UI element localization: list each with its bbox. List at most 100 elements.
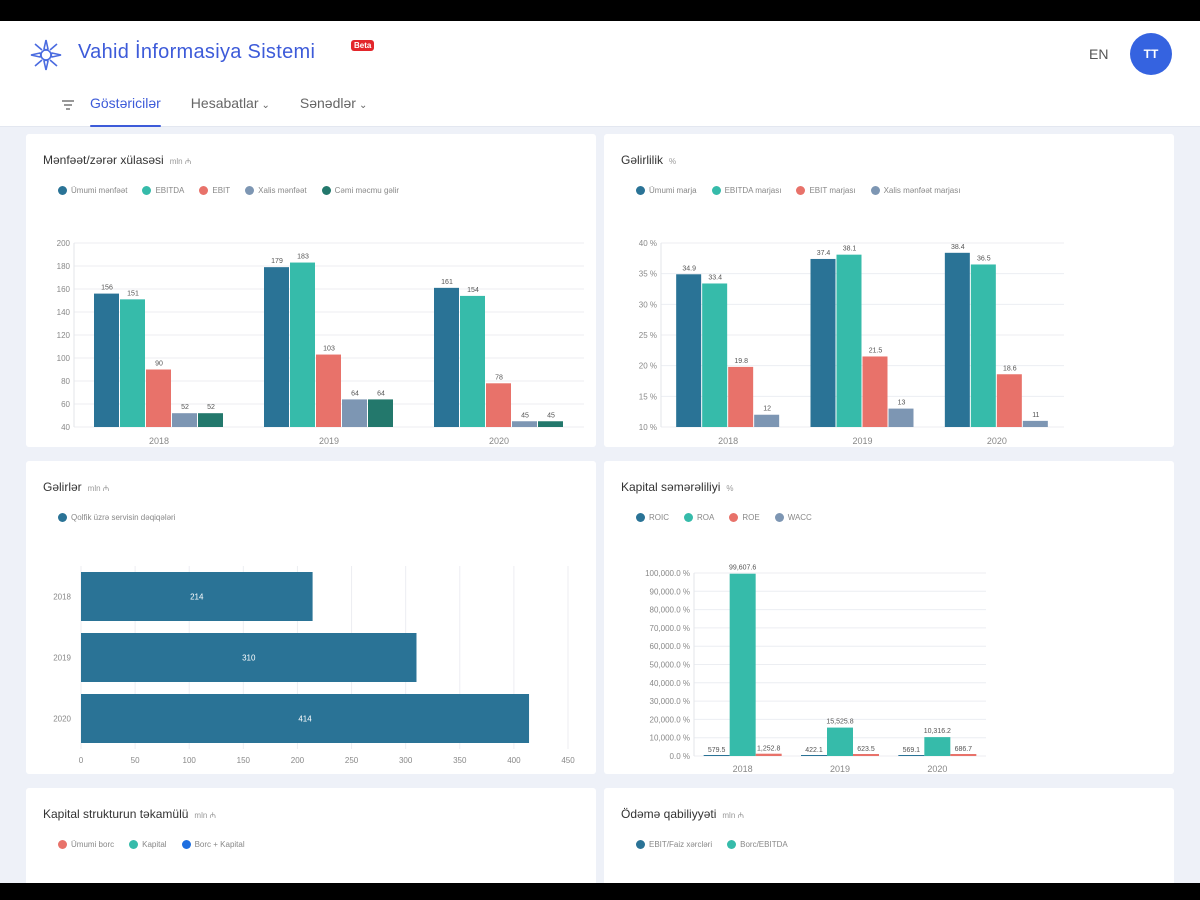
legend-item[interactable]: Borc + Kapital xyxy=(181,840,245,849)
card-title-text: Ödəmə qabiliyyəti xyxy=(621,807,717,821)
bar-value-label: 99,607.6 xyxy=(729,565,756,572)
legend-item[interactable]: EBIT/Faiz xərcləri xyxy=(636,840,712,849)
legend-item[interactable]: Borc/EBITDA xyxy=(727,840,788,849)
app-title[interactable]: Vahid İnformasiya Sistemi xyxy=(78,41,316,63)
legend-item[interactable]: Qolfik üzrə servisin dəqiqələri xyxy=(58,513,176,522)
legend-dot-icon xyxy=(796,186,806,195)
bar-value-label: 154 xyxy=(467,287,479,294)
app-logo-icon[interactable] xyxy=(28,37,64,73)
profitability-card: Gəlirlilik% Ümumi marja EBITDA marjası EBI… xyxy=(604,134,1174,447)
x-tick-label: 400 xyxy=(507,756,521,765)
bar xyxy=(853,754,879,756)
legend-label: Ümumi borc xyxy=(71,840,115,849)
legend-item[interactable]: EBIT xyxy=(199,186,230,195)
bar xyxy=(81,694,530,743)
bar-value-label: 64 xyxy=(377,390,385,397)
x-tick-label: 350 xyxy=(453,756,467,765)
legend-label: Borc/EBITDA xyxy=(740,840,788,849)
legend-dot-icon xyxy=(142,186,152,195)
filter-icon[interactable] xyxy=(60,97,76,113)
legend-item[interactable]: EBIT marjası xyxy=(796,186,856,195)
legend-label: EBIT xyxy=(212,186,231,195)
bar xyxy=(460,295,485,427)
bar xyxy=(538,421,563,427)
bar-value-label: 19.8 xyxy=(734,358,748,365)
bar xyxy=(290,262,315,427)
bar-value-label: 10,316.2 xyxy=(924,728,951,735)
bar-value-label: 38.4 xyxy=(951,244,965,251)
nav-tab-label: Hesabatlar xyxy=(190,95,259,111)
legend-label: WACC xyxy=(787,513,812,522)
bar-value-label: 214 xyxy=(190,593,204,602)
legend-dot-icon xyxy=(729,513,739,522)
legend-item[interactable]: ROE xyxy=(729,513,760,522)
card-title-text: Mənfəət/zərər xülasəsi xyxy=(43,153,164,167)
legend-item[interactable]: Cəmi məcmu gəlir xyxy=(321,186,399,195)
bar xyxy=(146,369,171,427)
legend-item[interactable]: Xalis mənfəət xyxy=(245,186,307,195)
legend-label: ROE xyxy=(742,513,760,522)
x-tick-label: 450 xyxy=(561,756,575,765)
card-title: Ödəmə qabiliyyəti mln ₼ xyxy=(621,807,744,821)
chart-legend: Ümumi marja EBITDA marjası EBIT marjası Xal… xyxy=(636,186,975,195)
y-tick-label: 80,000.0 % xyxy=(650,606,690,615)
language-switch[interactable]: EN xyxy=(1089,46,1109,62)
bar xyxy=(198,413,223,427)
bar xyxy=(862,356,888,427)
bar-value-label: 37.4 xyxy=(817,250,831,257)
legend-dot-icon xyxy=(58,186,67,195)
y-tick-label: 20,000.0 % xyxy=(650,715,690,724)
legend-dot-icon xyxy=(774,513,784,522)
legend-dot-icon xyxy=(58,513,67,522)
card-title: Kapital səmərəliliyi% xyxy=(621,480,734,494)
bar-value-label: 90 xyxy=(155,361,163,368)
legend-label: Xalis mənfəət xyxy=(258,186,307,195)
legend-label: Ümumi mənfəət xyxy=(71,186,128,195)
y-tick-label: 90,000.0 % xyxy=(650,587,690,596)
revenue-card: Gəlirlər mln ₼ Qolfik üzrə servisin dəqiq… xyxy=(26,461,596,774)
x-tick-label: 0 xyxy=(79,756,84,765)
legend-item[interactable]: ROA xyxy=(684,513,714,522)
legend-dot-icon xyxy=(636,513,645,522)
legend-dot-icon xyxy=(181,840,191,849)
nav-tab-reports[interactable]: Hesabatlar ⌄ xyxy=(191,95,270,127)
x-tick-label: 2020 xyxy=(489,436,509,446)
y-tick-label: 10,000.0 % xyxy=(650,734,690,743)
legend-item[interactable]: Ümumi marja xyxy=(636,186,697,195)
capital-efficiency-chart: 0.0 % 10,000.0 % 20,000.0 % 30,000.0 % 40,00… xyxy=(645,565,986,774)
y-tick-label: 60 xyxy=(61,400,70,409)
legend-item[interactable]: EBITDA xyxy=(142,186,184,195)
bar-value-label: 15,525.8 xyxy=(826,719,853,726)
bar-value-label: 310 xyxy=(242,654,256,663)
y-tick-label: 15 % xyxy=(639,392,657,401)
bar-value-label: 151 xyxy=(127,290,139,297)
bar-value-label: 36.5 xyxy=(977,255,991,262)
nav-tab-documents[interactable]: Sənədlər ⌄ xyxy=(300,95,367,127)
legend-item[interactable]: EBITDA marjası xyxy=(711,186,781,195)
x-tick-label: 2018 xyxy=(149,436,169,446)
card-unit: mln ₼ xyxy=(87,484,110,493)
legend-item[interactable]: Xalis mənfəət marjası xyxy=(870,186,960,195)
nav-tab-indicators[interactable]: Göstəricilər xyxy=(90,95,161,127)
bar-value-label: 686.7 xyxy=(955,746,973,753)
x-tick-label: 150 xyxy=(237,756,251,765)
bar xyxy=(836,254,862,427)
legend-item[interactable]: WACC xyxy=(774,513,812,522)
bar xyxy=(754,414,780,427)
y-tick-label: 2020 xyxy=(53,715,71,724)
card-unit: mln ₼ xyxy=(169,157,192,166)
bar-value-label: 33.4 xyxy=(708,274,722,281)
bar xyxy=(810,258,836,427)
bar xyxy=(94,293,119,427)
legend-label: Kapital xyxy=(142,840,167,849)
legend-label: EBIT/Faiz xərcləri xyxy=(649,840,713,849)
user-avatar[interactable]: TT xyxy=(1130,33,1172,75)
legend-item[interactable]: Ümumi borc xyxy=(58,840,114,849)
y-tick-label: 2019 xyxy=(53,654,71,663)
legend-item[interactable]: Kapital xyxy=(129,840,167,849)
bar xyxy=(729,573,756,756)
legend-item[interactable]: ROIC xyxy=(636,513,669,522)
bar xyxy=(827,727,853,756)
y-tick-label: 140 xyxy=(57,308,71,317)
legend-item[interactable]: Ümumi mənfəət xyxy=(58,186,127,195)
